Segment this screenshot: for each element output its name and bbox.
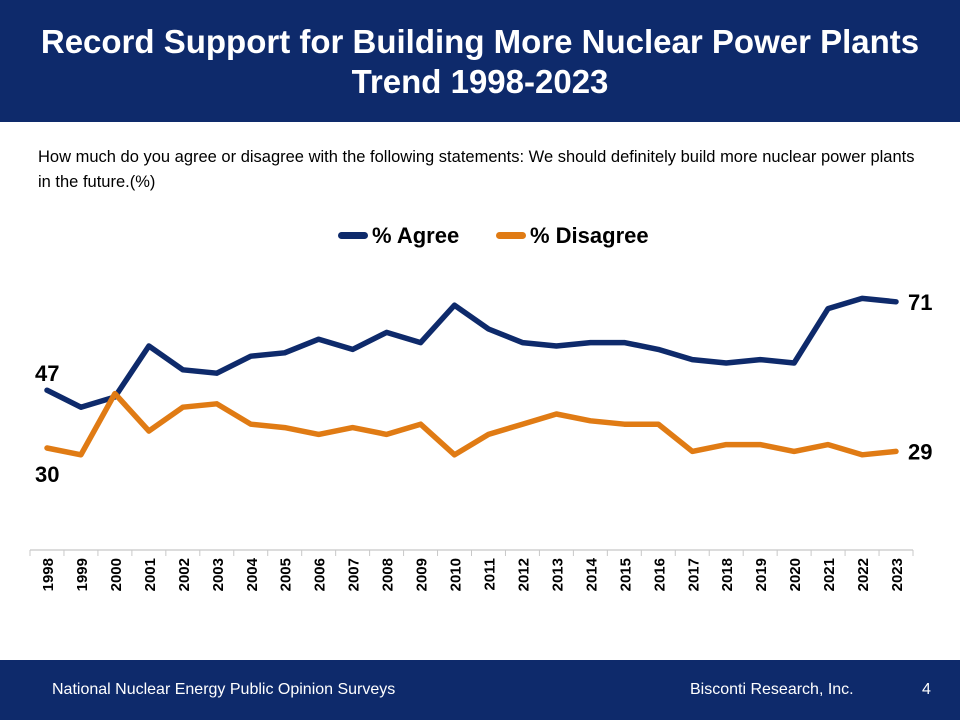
x-tick-label: 2005 — [278, 558, 295, 591]
x-tick-label: 2002 — [176, 558, 193, 591]
series-line-agree — [44, 295, 899, 410]
slide-subtitle: Trend 1998-2023 — [351, 63, 609, 100]
trend-line-chart: 1998 1999 2000 2001 2002 2003 2004 2005 2006 2007… — [29, 290, 933, 591]
x-tick-label: 2018 — [719, 558, 736, 591]
slide-header: Record Support for Building More Nuclear… — [0, 0, 960, 122]
legend-label-disagree: % Disagree — [530, 223, 649, 248]
data-label-disagree-last: 29 — [908, 439, 932, 464]
x-tick-label: 2004 — [244, 557, 261, 591]
x-tick-label: 2009 — [414, 558, 431, 591]
x-tick-label: 2019 — [753, 558, 770, 591]
data-labels: 47 71 30 29 — [35, 290, 933, 487]
x-tick-label: 2020 — [787, 558, 804, 591]
x-tick-label: 2006 — [312, 558, 329, 591]
legend-label-agree: % Agree — [372, 223, 460, 248]
x-tick-label: 2003 — [210, 558, 227, 591]
x-tick-label: 2013 — [549, 558, 566, 591]
x-tick-label: 2017 — [685, 558, 702, 591]
series-layer — [44, 295, 899, 458]
series-line-disagree — [44, 390, 899, 458]
data-label-agree-last: 71 — [908, 290, 932, 315]
x-tick-label: 2000 — [108, 558, 125, 591]
legend-swatch-disagree — [496, 231, 526, 239]
footer-source: National Nuclear Energy Public Opinion S… — [52, 681, 396, 698]
x-tick-label: 1999 — [74, 558, 91, 591]
legend-swatch-agree — [338, 231, 368, 239]
x-tick-label: 2021 — [821, 558, 838, 591]
legend-item-agree: % Agree — [338, 222, 459, 250]
x-tick-label: 2014 — [583, 557, 600, 591]
legend-item-disagree: % Disagree — [496, 222, 649, 250]
x-tick-label: 1998 — [40, 558, 57, 591]
x-tick-label: 2010 — [448, 558, 465, 591]
chart-legend: % Agree % Disagree — [0, 222, 960, 250]
slide-footer: National Nuclear Energy Public Opinion S… — [0, 660, 960, 720]
data-label-disagree-first: 30 — [35, 462, 59, 487]
data-label-agree-first: 47 — [35, 361, 59, 386]
slide-title: Record Support for Building More Nuclear… — [40, 23, 920, 60]
page-number: 4 — [922, 681, 931, 698]
x-tick-label: 2016 — [651, 558, 668, 591]
x-tick-label: 2022 — [855, 558, 872, 591]
x-tick-label: 2007 — [346, 558, 363, 591]
footer-organization: Bisconti Research, Inc. — [690, 681, 854, 698]
x-tick-label: 2011 — [481, 558, 498, 591]
x-axis: 1998 1999 2000 2001 2002 2003 2004 2005 2006 2007… — [29, 549, 914, 591]
x-tick-label: 2023 — [889, 558, 906, 591]
survey-question: How much do you agree or disagree with t… — [38, 148, 915, 191]
x-tick-label: 2008 — [380, 558, 397, 591]
x-tick-label: 2001 — [142, 558, 159, 591]
x-tick-label: 2012 — [515, 558, 532, 591]
x-tick-label: 2015 — [617, 558, 634, 591]
